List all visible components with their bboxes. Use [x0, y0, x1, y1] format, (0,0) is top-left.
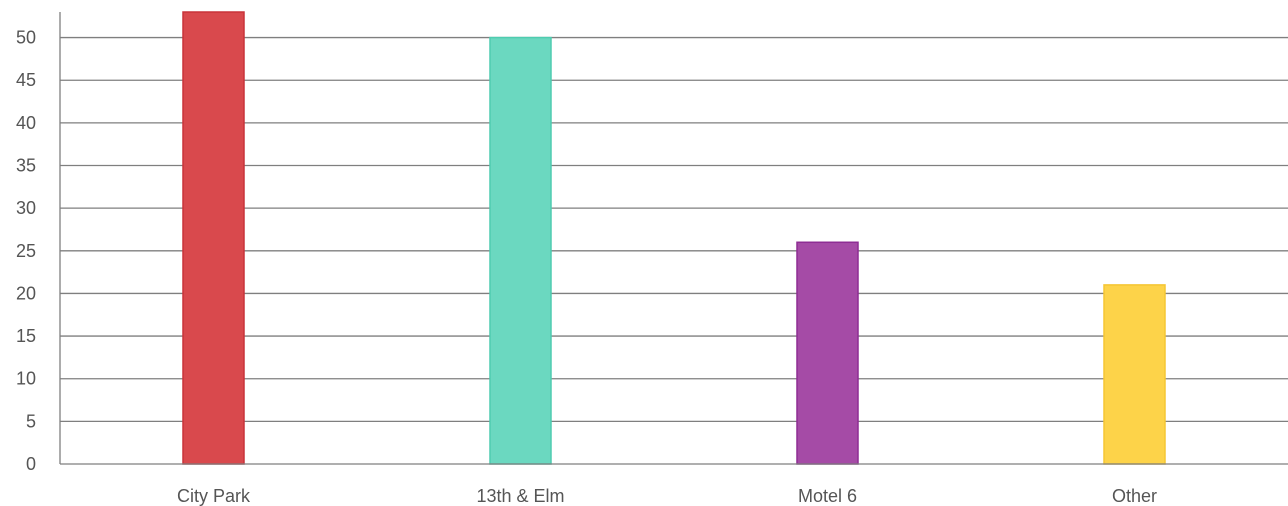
y-tick-label: 20 — [16, 283, 36, 303]
x-tick-label: Other — [1112, 486, 1157, 506]
x-tick-label: City Park — [177, 486, 251, 506]
y-tick-label: 40 — [16, 113, 36, 133]
y-tick-label: 10 — [16, 369, 36, 389]
x-tick-label: 13th & Elm — [476, 486, 564, 506]
bar-other[interactable] — [1103, 284, 1166, 465]
y-tick-label: 15 — [16, 326, 36, 346]
bar-city-park[interactable] — [182, 11, 245, 465]
y-tick-label: 25 — [16, 241, 36, 261]
grid-layer — [60, 36, 1288, 423]
x-axis-ticks: City Park 13th & Elm Motel 6 Other — [177, 486, 1157, 506]
x-tick-label: Motel 6 — [798, 486, 857, 506]
y-tick-label: 0 — [26, 454, 36, 474]
y-tick-label: 5 — [26, 411, 36, 431]
y-axis-ticks: 0 5 10 15 20 25 30 35 40 45 50 — [16, 28, 36, 474]
bar-13th-elm[interactable] — [489, 36, 552, 465]
y-tick-label: 45 — [16, 70, 36, 90]
y-tick-label: 35 — [16, 156, 36, 176]
bar-motel-6[interactable] — [796, 241, 859, 465]
axes — [59, 12, 1288, 465]
y-tick-label: 30 — [16, 198, 36, 218]
y-tick-label: 50 — [16, 28, 36, 48]
